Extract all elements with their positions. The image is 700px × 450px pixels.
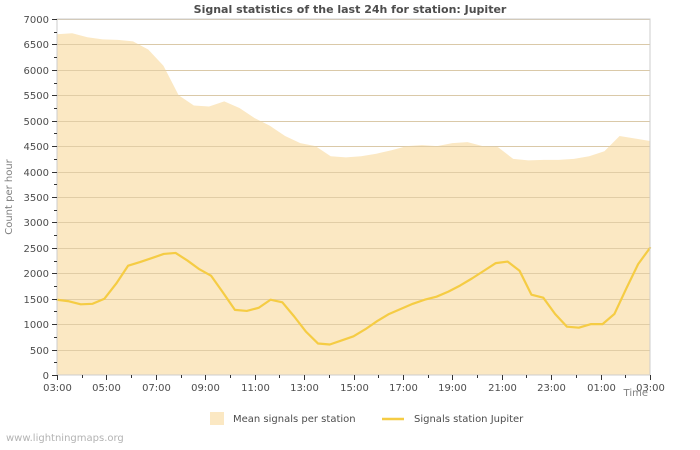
y-tick-label: 5000 bbox=[24, 117, 49, 128]
y-tick-label: 7000 bbox=[24, 15, 49, 26]
legend-swatch-area bbox=[210, 412, 224, 425]
y-tick-label: 4500 bbox=[24, 142, 49, 153]
legend: Mean signals per station Signals station… bbox=[210, 412, 524, 425]
legend-label-signals-station: Signals station Jupiter bbox=[414, 414, 524, 425]
y-tick-label: 1500 bbox=[24, 295, 49, 306]
y-tick-label: 4000 bbox=[24, 168, 49, 179]
x-tick-label: 19:00 bbox=[438, 383, 467, 394]
area-series-mean-signals bbox=[57, 33, 650, 376]
x-tick-label: 21:00 bbox=[488, 383, 517, 394]
y-tick-label: 2500 bbox=[24, 244, 49, 255]
x-tick-label: 11:00 bbox=[241, 383, 270, 394]
y-tick-label: 1000 bbox=[24, 320, 49, 331]
x-axis-label: Time bbox=[623, 388, 648, 399]
x-axis-ticks: 03:00 05:00 07:00 09:00 11:00 13:00 15:00 17:00… bbox=[43, 375, 665, 394]
watermark: www.lightningmaps.org bbox=[6, 433, 124, 444]
x-tick-label: 03:00 bbox=[636, 383, 665, 394]
x-tick-label: 23:00 bbox=[537, 383, 566, 394]
y-tick-label: 3000 bbox=[24, 218, 49, 229]
x-tick-label: 17:00 bbox=[389, 383, 418, 394]
y-tick-label: 500 bbox=[30, 346, 49, 357]
line-series-signals-station bbox=[55, 246, 652, 346]
x-tick-label: 07:00 bbox=[142, 383, 171, 394]
y-tick-label: 6500 bbox=[24, 40, 49, 51]
y-tick-label: 3500 bbox=[24, 193, 49, 204]
x-tick-label: 15:00 bbox=[340, 383, 369, 394]
y-tick-label: 6000 bbox=[24, 66, 49, 77]
y-tick-label: 2000 bbox=[24, 269, 49, 280]
x-tick-label: 05:00 bbox=[92, 383, 121, 394]
x-tick-label: 09:00 bbox=[191, 383, 220, 394]
x-tick-label: 03:00 bbox=[43, 383, 72, 394]
y-tick-label: 5500 bbox=[24, 91, 49, 102]
y-axis-label: Count per hour bbox=[4, 158, 15, 234]
x-tick-label: 13:00 bbox=[290, 383, 319, 394]
legend-label-mean-signals: Mean signals per station bbox=[233, 414, 356, 425]
x-tick-label: 01:00 bbox=[587, 383, 616, 394]
chart-title: Signal statistics of the last 24h for st… bbox=[193, 3, 507, 16]
y-tick-label: 0 bbox=[43, 371, 49, 382]
y-axis-ticks: 0 500 1000 1500 2000 2500 3000 3500 4000 4500 5000… bbox=[24, 15, 57, 382]
